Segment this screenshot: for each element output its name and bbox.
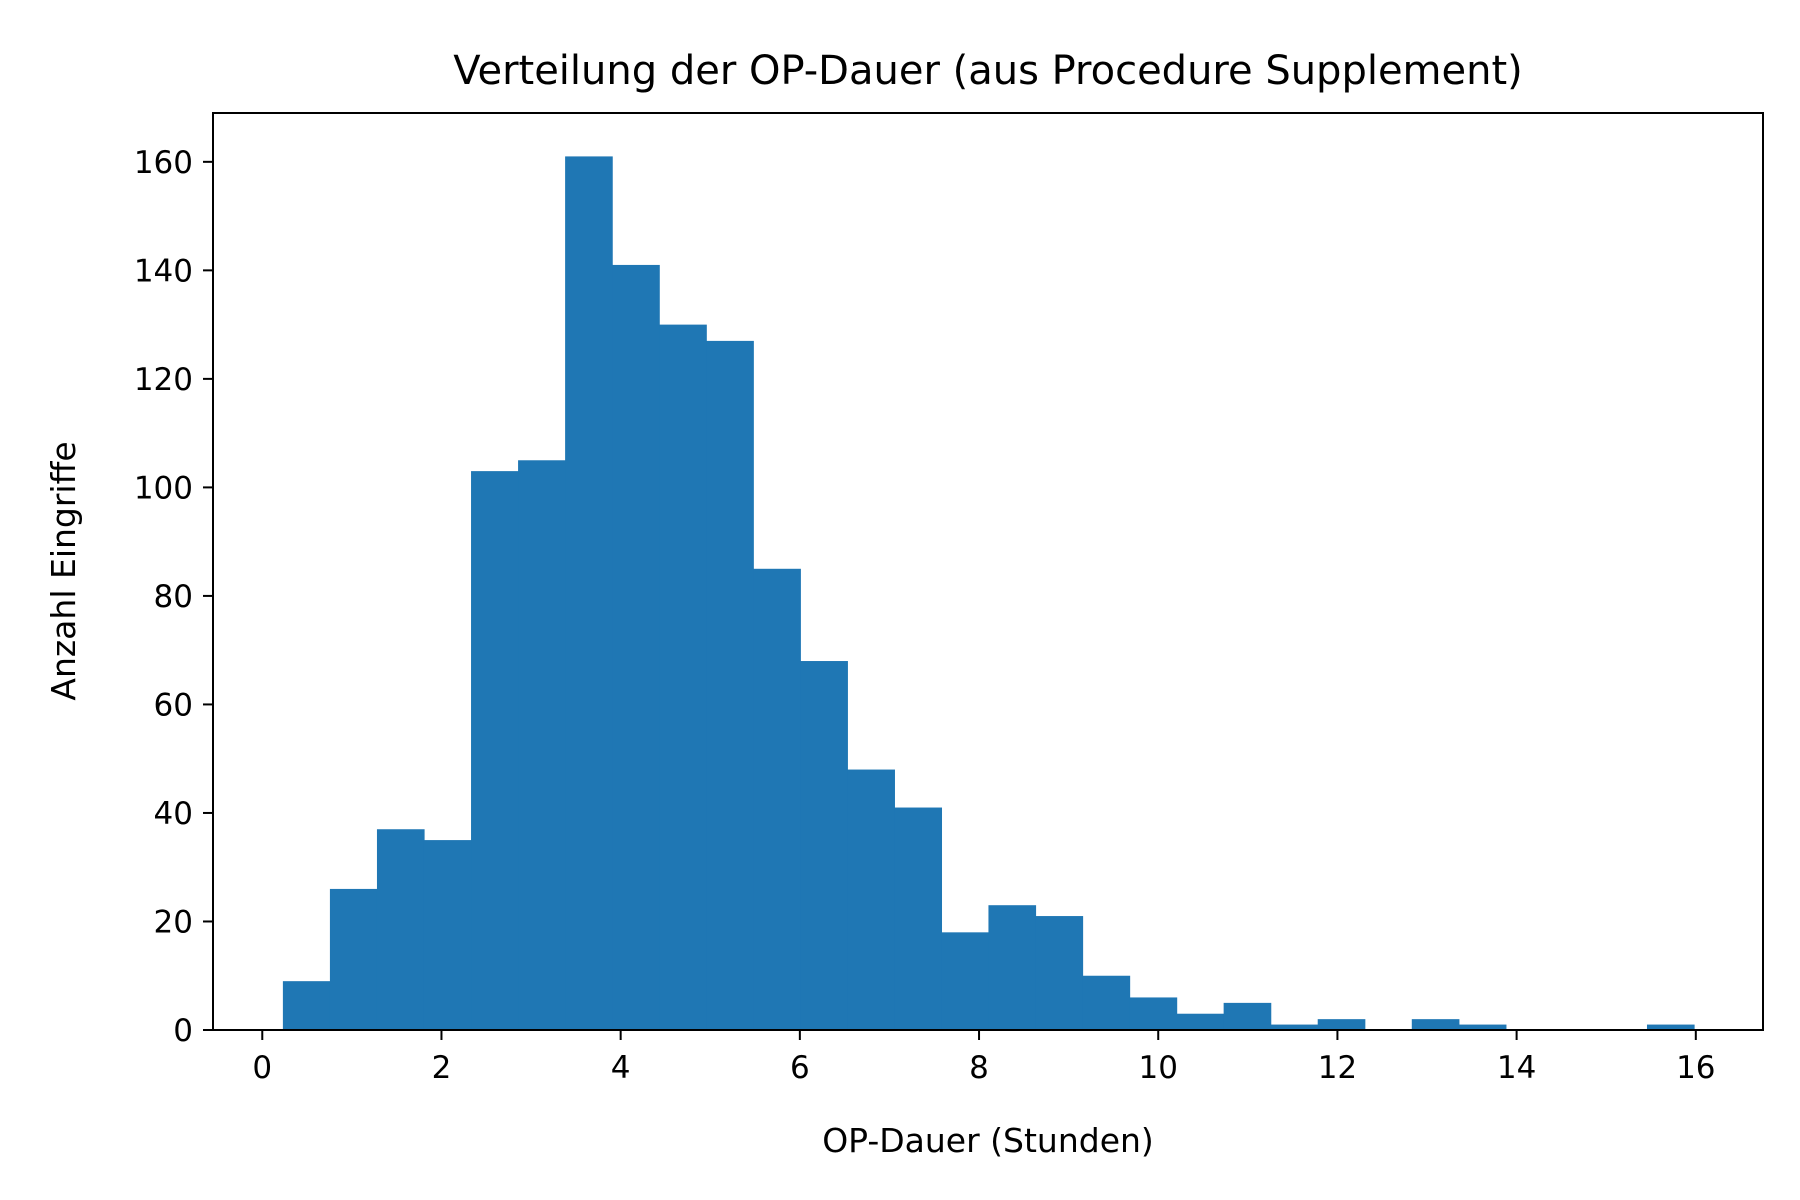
x-tick-label: 12 [1318, 1050, 1357, 1086]
plot-frame [212, 112, 1764, 1031]
histogram-bar [659, 324, 707, 1031]
y-tick-label: 20 [154, 904, 193, 940]
histogram-bar [376, 829, 425, 1030]
histogram-bar [1082, 975, 1131, 1030]
histogram-bar [1458, 1024, 1507, 1030]
x-tick-label: 10 [1139, 1050, 1178, 1086]
histogram-bar [800, 661, 848, 1030]
x-tick-label: 0 [252, 1050, 272, 1086]
histogram-bar [518, 460, 566, 1031]
x-tick-label: 16 [1676, 1050, 1715, 1086]
y-tick-label: 0 [173, 1013, 193, 1049]
histogram-bar [941, 932, 990, 1030]
y-tick-label: 140 [134, 253, 193, 289]
histogram-bar [329, 888, 378, 1030]
histogram-bar [1129, 997, 1178, 1030]
histogram-bar [1035, 916, 1084, 1030]
histogram-bar [471, 471, 519, 1030]
x-tick-label: 4 [611, 1050, 631, 1086]
y-axis-label: Anzahl Eingriffe [44, 441, 83, 700]
x-axis-ticks: 0 2 4 6 8 10 12 14 16 [252, 1030, 1716, 1086]
x-tick-label: 6 [790, 1050, 810, 1086]
histogram-bar [1223, 1002, 1272, 1030]
histogram-bar [894, 807, 943, 1030]
histogram-bar [1270, 1024, 1319, 1030]
bars [282, 156, 1695, 1031]
x-tick-label: 14 [1497, 1050, 1536, 1086]
histogram-bar [847, 769, 895, 1030]
y-tick-label: 120 [134, 362, 193, 398]
histogram-bar [1317, 1019, 1366, 1030]
histogram-bar [1176, 1013, 1225, 1030]
histogram-bar [282, 981, 331, 1030]
x-tick-label: 2 [432, 1050, 452, 1086]
histogram-bar [1646, 1024, 1695, 1030]
histogram-bar [1411, 1019, 1460, 1030]
x-tick-label: 8 [969, 1050, 989, 1086]
chart-title: Verteilung der OP-Dauer (aus Procedure S… [453, 48, 1523, 94]
y-tick-label: 60 [154, 687, 193, 723]
histogram-bar [988, 905, 1037, 1030]
y-tick-label: 80 [154, 579, 193, 615]
y-tick-label: 160 [134, 145, 193, 181]
histogram-bar [423, 840, 472, 1030]
y-tick-label: 40 [154, 796, 193, 832]
histogram-bar [753, 568, 801, 1030]
histogram-bar [565, 156, 613, 1031]
x-axis-label: OP-Dauer (Stunden) [822, 1121, 1154, 1160]
y-axis-ticks: 0 20 40 60 80 100 120 140 160 [134, 145, 213, 1049]
histogram-bar [706, 340, 754, 1030]
y-tick-label: 100 [134, 470, 193, 506]
histogram-bar [612, 264, 660, 1031]
